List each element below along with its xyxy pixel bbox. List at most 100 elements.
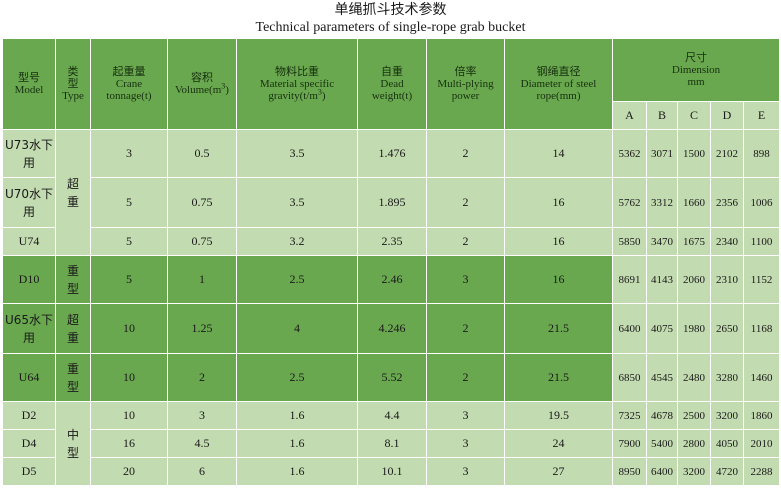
weight-cell: 4.4 bbox=[357, 401, 427, 430]
dim-e-cell: 1168 bbox=[742, 303, 781, 354]
dim-b-cell: 3312 bbox=[646, 177, 678, 228]
header-type: 类型 Type bbox=[55, 38, 91, 130]
dim-e-cell: 1860 bbox=[742, 401, 781, 430]
dim-a-cell: 6400 bbox=[612, 303, 647, 354]
dim-e-cell: 1152 bbox=[742, 255, 781, 304]
volume-cell: 4.5 bbox=[167, 429, 237, 458]
dim-e-cell: 898 bbox=[742, 129, 781, 178]
header-crane-en1: Crane bbox=[115, 78, 143, 90]
table-row: U64 重型 10 2 2.5 5.52 2 21.5 6850 4545 24… bbox=[2, 353, 781, 402]
power-cell: 2 bbox=[426, 177, 505, 228]
crane-cell: 10 bbox=[90, 353, 168, 402]
title-english: Technical parameters of single-rope grab… bbox=[255, 20, 526, 35]
header-rope: 钢绳直径 Diameter of steel rope(mm) bbox=[504, 38, 613, 130]
dim-b-cell: 4075 bbox=[646, 303, 678, 354]
dim-c-cell: 1980 bbox=[677, 303, 711, 354]
weight-cell: 1.895 bbox=[357, 177, 427, 228]
header-rope-en2: rope(mm) bbox=[536, 90, 581, 102]
header-gravity: 物料比重 Material specific gravity(t/m3) bbox=[236, 38, 358, 130]
header-model: 型号 Model bbox=[2, 38, 56, 130]
model-cell: D4 bbox=[2, 429, 56, 458]
dim-a-cell: 8691 bbox=[612, 255, 647, 304]
volume-cell: 0.5 bbox=[167, 129, 237, 178]
header-volume: 容积 Volume(m3) bbox=[167, 38, 237, 130]
header-weight-en2: weight(t) bbox=[371, 90, 413, 102]
header-weight-en1: Dead bbox=[380, 78, 404, 90]
crane-cell: 10 bbox=[90, 303, 168, 354]
type-label: 中型 bbox=[66, 427, 79, 460]
weight-cell: 4.246 bbox=[357, 303, 427, 354]
dim-col-a: A bbox=[612, 101, 647, 130]
dim-d-cell: 3200 bbox=[710, 401, 744, 430]
dim-e-cell: 2288 bbox=[742, 457, 781, 486]
dim-c-cell: 2480 bbox=[677, 353, 711, 402]
power-cell: 3 bbox=[426, 457, 505, 486]
dim-d-cell: 2340 bbox=[710, 227, 744, 256]
header-gravity-sup: 3 bbox=[317, 87, 322, 97]
crane-cell: 10 bbox=[90, 401, 168, 430]
title-block: 单绳抓斗技术参数 Technical parameters of single-… bbox=[0, 0, 781, 38]
dim-b-cell: 4143 bbox=[646, 255, 678, 304]
volume-cell: 0.75 bbox=[167, 177, 237, 228]
dim-c-cell: 2500 bbox=[677, 401, 711, 430]
header-gravity-en1: Material specific bbox=[259, 78, 335, 90]
dim-a-cell: 8950 bbox=[612, 457, 647, 486]
crane-cell: 5 bbox=[90, 255, 168, 304]
crane-cell: 16 bbox=[90, 429, 168, 458]
crane-cell: 5 bbox=[90, 227, 168, 256]
table-row: U65水下用 超重 10 1.25 4 4.246 2 21.5 6400 40… bbox=[2, 303, 781, 354]
header-dimension: 尺寸 Dimension mm bbox=[611, 38, 781, 102]
gravity-cell: 3.2 bbox=[236, 227, 358, 256]
gravity-cell: 2.5 bbox=[236, 353, 358, 402]
header-power-en1: Multi-plying bbox=[437, 78, 494, 90]
header-multi-plying: 倍率 Multi-plying power bbox=[426, 38, 505, 130]
dim-b-cell: 4545 bbox=[646, 353, 678, 402]
type-label: 重型 bbox=[66, 361, 79, 394]
dim-e-cell: 1006 bbox=[742, 177, 781, 228]
header-dimension-unit: mm bbox=[687, 76, 705, 88]
weight-cell: 1.476 bbox=[357, 129, 427, 178]
table-row: D5 20 6 1.6 10.1 3 27 8950 6400 3200 472… bbox=[2, 457, 781, 486]
dim-a-cell: 5762 bbox=[612, 177, 647, 228]
type-cell: 重型 bbox=[55, 255, 91, 304]
dim-e-cell: 1460 bbox=[742, 353, 781, 402]
header-gravity-end: ) bbox=[321, 90, 326, 102]
model-cell: D10 bbox=[2, 255, 56, 304]
header-rope-cn: 钢绳直径 bbox=[536, 65, 581, 78]
power-cell: 2 bbox=[426, 129, 505, 178]
header-weight-cn: 自重 bbox=[381, 65, 403, 78]
table-row: U74 5 0.75 3.2 2.35 2 16 5850 3470 1675 … bbox=[2, 227, 781, 256]
volume-cell: 3 bbox=[167, 401, 237, 430]
header-model-en: Model bbox=[14, 84, 44, 96]
weight-cell: 5.52 bbox=[357, 353, 427, 402]
weight-cell: 2.46 bbox=[357, 255, 427, 304]
header-dead-weight: 自重 Dead weight(t) bbox=[357, 38, 427, 130]
type-label: 超重 bbox=[66, 176, 79, 209]
power-cell: 2 bbox=[426, 227, 505, 256]
header-rope-en1: Diameter of steel bbox=[520, 78, 597, 90]
header-crane-en2: tonnage(t) bbox=[106, 90, 152, 102]
crane-cell: 3 bbox=[90, 129, 168, 178]
rope-cell: 14 bbox=[504, 129, 613, 178]
dim-e-cell: 1100 bbox=[742, 227, 781, 256]
header-volume-cn: 容积 bbox=[191, 71, 213, 84]
power-cell: 3 bbox=[426, 255, 505, 304]
rope-cell: 24 bbox=[504, 429, 613, 458]
dim-e-cell: 2010 bbox=[742, 429, 781, 458]
dim-a-cell: 6850 bbox=[612, 353, 647, 402]
model-cell: D2 bbox=[2, 401, 56, 430]
volume-cell: 1 bbox=[167, 255, 237, 304]
dim-col-b: B bbox=[646, 101, 678, 130]
weight-cell: 10.1 bbox=[357, 457, 427, 486]
table-row: U70水下用 5 0.75 3.5 1.895 2 16 5762 3312 1… bbox=[2, 177, 781, 228]
dim-col-e: E bbox=[742, 101, 781, 130]
volume-cell: 1.25 bbox=[167, 303, 237, 354]
type-cell: 超重 bbox=[55, 129, 91, 256]
power-cell: 2 bbox=[426, 303, 505, 354]
header-volume-sup: 3 bbox=[221, 81, 226, 91]
header-power-cn: 倍率 bbox=[454, 65, 477, 78]
dim-d-cell: 2650 bbox=[710, 303, 744, 354]
dim-d-cell: 2102 bbox=[710, 129, 744, 178]
gravity-cell: 1.6 bbox=[236, 401, 358, 430]
dim-a-cell: 7900 bbox=[612, 429, 647, 458]
